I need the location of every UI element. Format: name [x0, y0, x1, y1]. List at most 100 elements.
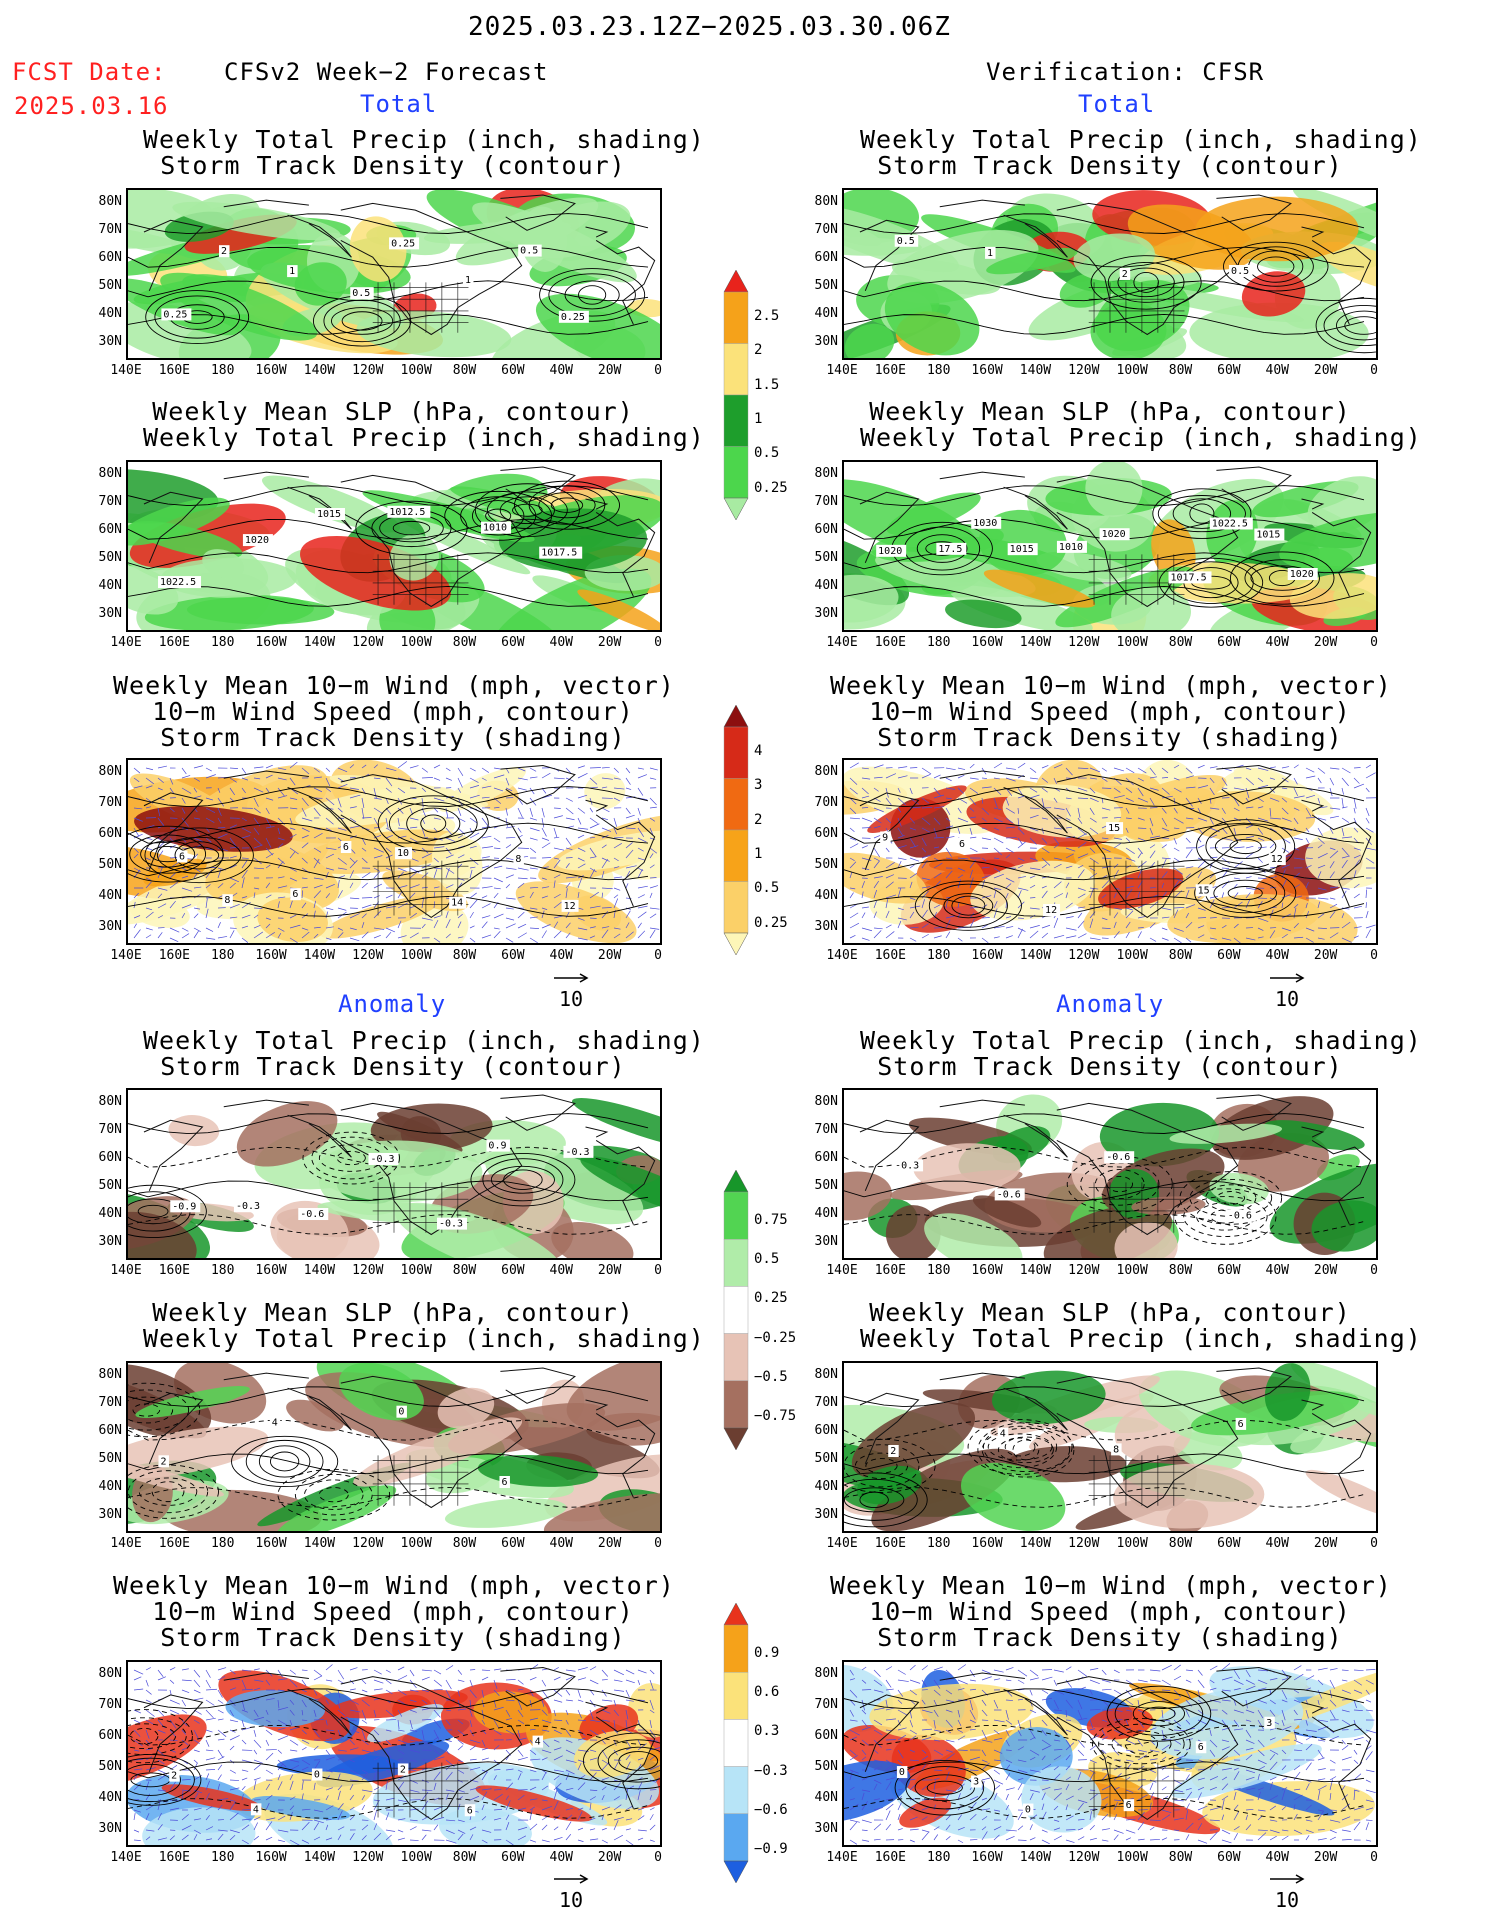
wind-vector [649, 1709, 655, 1714]
wind-vector [1293, 1739, 1303, 1745]
wind-vector [337, 1826, 345, 1831]
wind-vector [373, 807, 384, 815]
wind-vector [361, 897, 373, 899]
wind-vector [277, 927, 285, 932]
wind-vector [289, 797, 298, 800]
wind-vector [181, 817, 189, 827]
wind-vector [337, 1790, 341, 1801]
colorbar-label: −0.25 [754, 1329, 797, 1346]
contour-line [916, 534, 968, 563]
wind-vector [589, 1757, 598, 1761]
wind-vector [969, 1688, 977, 1691]
wind-vector [969, 827, 973, 835]
wind-vector [217, 817, 222, 824]
contour-line [1142, 1706, 1176, 1721]
lon-tick-label: 60W [1217, 1536, 1241, 1551]
wind-vector [1281, 1726, 1292, 1731]
wind-vector [529, 787, 535, 795]
wind-vector [217, 787, 221, 793]
contour-label-bg [287, 265, 298, 278]
contour-label: 3 [973, 1777, 979, 1788]
wind-vector [993, 1719, 1005, 1723]
lon-tick-label: 180 [210, 1850, 235, 1865]
wind-vector [1173, 777, 1180, 781]
wind-vector [1173, 807, 1178, 814]
wind-vector [361, 872, 371, 879]
wind-vector [1365, 1769, 1375, 1773]
wind-vector [1005, 854, 1011, 859]
wind-vector [133, 1739, 143, 1747]
wind-vector [945, 1669, 953, 1677]
wind-vector [1185, 797, 1193, 807]
wind-vector [909, 827, 917, 831]
wind-vector [1125, 931, 1130, 939]
wind-vector [157, 1709, 165, 1717]
wind-vector [1269, 827, 1277, 833]
wind-vector [1017, 795, 1025, 799]
wind-vector [517, 882, 525, 889]
coastline [1301, 226, 1325, 238]
wind-vector [921, 854, 931, 859]
vector-ref-p11: 10 [552, 1869, 596, 1912]
wind-vector [1317, 1768, 1326, 1771]
wind-vector [541, 817, 545, 828]
wind-vector [1041, 1839, 1050, 1845]
wind-vector [1257, 1791, 1261, 1801]
contour-line [128, 518, 649, 540]
wind-vector [993, 900, 998, 909]
wind-vector [457, 1829, 466, 1834]
wind-vector [289, 1811, 293, 1821]
contour-label-bg [464, 1804, 476, 1817]
wind-vector [445, 1679, 452, 1690]
wind-vector [1365, 1779, 1371, 1783]
wind-vector [145, 1729, 150, 1739]
wind-vector [565, 1729, 572, 1737]
wind-vector [313, 827, 322, 831]
wind-vector [541, 877, 547, 880]
wind-vector [909, 1679, 921, 1684]
wind-vector [577, 847, 586, 852]
coastline [1003, 486, 1068, 530]
wind-vector [993, 1834, 1000, 1841]
wind-vector [301, 1766, 309, 1771]
wind-vector [445, 854, 454, 859]
wind-vector [1233, 807, 1240, 812]
wind-vector [1305, 865, 1312, 869]
wind-vector [289, 761, 298, 769]
contour-line [512, 503, 543, 517]
wind-vector [873, 807, 884, 813]
wind-vector [229, 837, 237, 847]
wind-vector [397, 787, 406, 794]
wind-vector [861, 1726, 871, 1731]
contour-label-bg [462, 274, 474, 287]
wind-vector [193, 1679, 201, 1688]
wind-vector [349, 1759, 355, 1763]
wind-vector [981, 1831, 988, 1841]
lon-tick-label: 120W [1068, 948, 1100, 963]
wind-vector [1173, 764, 1180, 769]
coastline [585, 1701, 609, 1714]
wind-vector [301, 797, 309, 807]
wind-vector [529, 1758, 541, 1761]
wind-vector [897, 766, 908, 769]
lat-tick-label: 50N [98, 1451, 122, 1466]
contour-label: 0.5 [520, 246, 538, 257]
wind-vector [969, 1756, 980, 1761]
wind-vector [1185, 1679, 1192, 1683]
contour-line [1106, 1176, 1133, 1193]
coastline [859, 491, 920, 563]
coastline [287, 1114, 352, 1158]
wind-vector [1269, 886, 1277, 889]
wind-vector [601, 1679, 608, 1681]
wind-vector [577, 827, 589, 830]
wind-vector [1269, 1776, 1277, 1781]
contours [844, 786, 1365, 931]
wind-vector [589, 856, 597, 859]
wind-vector [897, 1689, 904, 1697]
wind-vector [637, 774, 648, 779]
contour-label-bg [971, 516, 1002, 529]
wind-vector [1077, 864, 1084, 869]
wind-vector [1113, 816, 1122, 819]
wind-vector [1053, 893, 1064, 899]
wind-vector [445, 1719, 451, 1726]
